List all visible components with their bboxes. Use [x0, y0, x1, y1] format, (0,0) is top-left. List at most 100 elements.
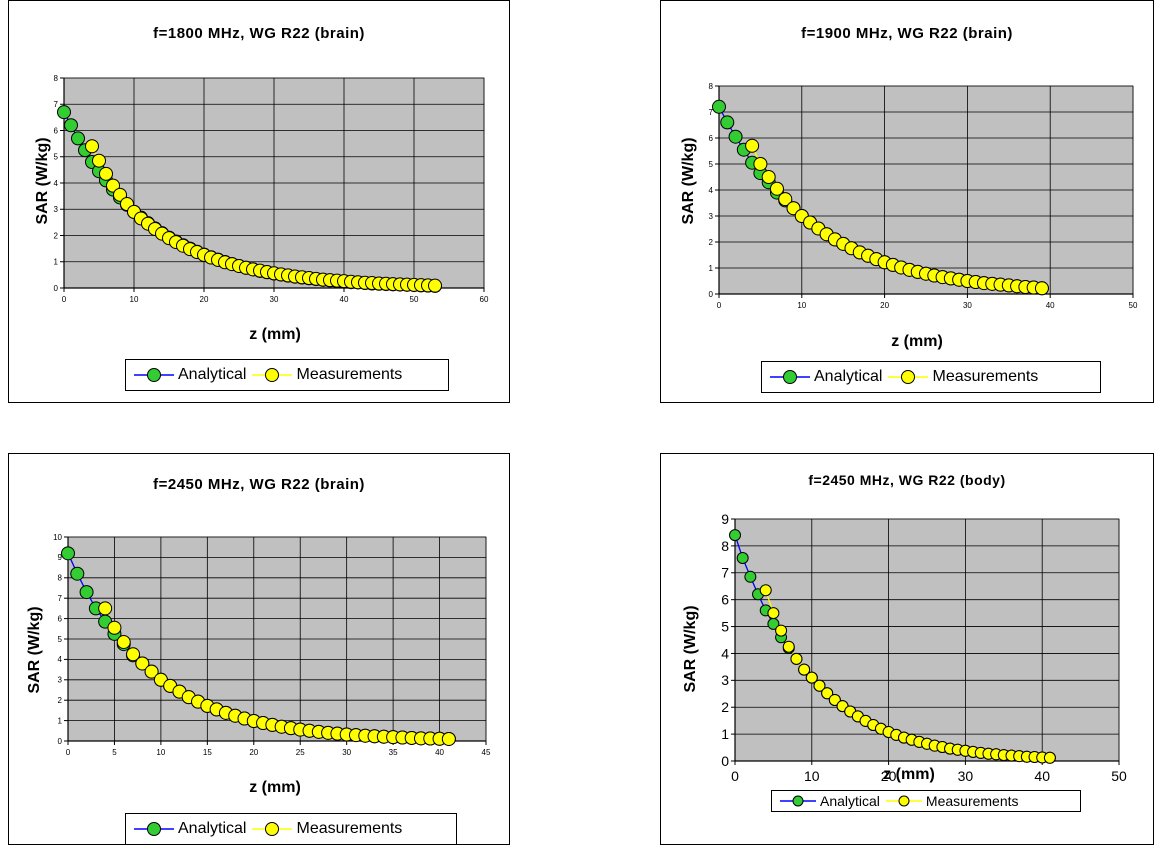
- y-tick-label: 5: [709, 160, 714, 169]
- data-point-measurements: [126, 647, 141, 662]
- data-point-measurements: [428, 278, 442, 293]
- legend-marker-analytical-icon: [780, 795, 816, 807]
- legend-marker-measurements-icon: [885, 795, 922, 807]
- y-tick-label: 7: [709, 108, 714, 117]
- data-point-measurements: [85, 139, 99, 154]
- y-tick-label: 0: [709, 290, 714, 299]
- data-point-measurements: [790, 652, 803, 665]
- y-tick-label: 7: [58, 594, 63, 603]
- data-point-analytical: [712, 99, 726, 114]
- legend-item-measurements: Measurements: [252, 820, 402, 838]
- data-point-measurements: [798, 663, 811, 676]
- legend-label-analytical: Analytical: [178, 820, 247, 837]
- x-tick-label: 40: [340, 295, 349, 304]
- y-tick-label: 2: [721, 699, 729, 715]
- y-tick-label: 0: [721, 753, 729, 769]
- x-tick-label: 30: [958, 768, 974, 784]
- data-point-measurements: [107, 620, 122, 635]
- chart-title: f=2450 MHz, WG R22 (brain): [153, 476, 365, 493]
- legend-label-measurements: Measurements: [932, 368, 1039, 385]
- x-tick-label: 40: [435, 748, 444, 757]
- plot-area: [734, 518, 1120, 762]
- y-tick-label: 4: [721, 645, 729, 661]
- data-point-measurements: [778, 192, 793, 207]
- y-tick-label: 4: [54, 179, 59, 188]
- x-tick-label: 0: [62, 295, 67, 304]
- x-tick-label: 0: [66, 748, 71, 757]
- legend-item-measurements: Measurements: [252, 366, 402, 384]
- data-point-measurements: [769, 181, 784, 196]
- y-tick-label: 0: [58, 737, 63, 746]
- data-point-analytical: [64, 118, 78, 133]
- y-tick-label: 2: [709, 238, 714, 247]
- chart-panel-2450-body: 0 1 2 3 4 5 6 7 8 9 0 10 20 30 40 50 f=2450 MHz, WG R22…: [660, 453, 1154, 845]
- data-point-measurements: [92, 153, 106, 168]
- legend-item-analytical: Analytical: [770, 368, 882, 386]
- legend-label-measurements: Measurements: [925, 793, 1019, 809]
- x-tick-label: 10: [130, 295, 139, 304]
- x-tick-label: 60: [480, 295, 489, 304]
- legend-item-measurements: Measurements: [888, 368, 1038, 386]
- y-tick-label: 7: [721, 565, 729, 581]
- data-point-measurements: [106, 178, 120, 193]
- data-point-analytical: [736, 551, 749, 564]
- legend-label-analytical: Analytical: [178, 366, 247, 383]
- legend-item-analytical: Analytical: [134, 366, 246, 384]
- legend-item-analytical: Analytical: [780, 793, 880, 809]
- data-point-analytical: [720, 115, 735, 130]
- chart-panel-2450-brain: 0 1 2 3 4 5 6 7 8 9 10 0 5 10 15 20 25 30 35 40 45 f=2450 MH…: [8, 453, 510, 845]
- y-tick-label: 2: [58, 696, 63, 705]
- data-point-measurements: [745, 138, 760, 153]
- data-point-measurements: [441, 731, 456, 746]
- data-point-measurements: [767, 607, 780, 620]
- legend-label-analytical: Analytical: [820, 793, 880, 809]
- y-tick-label: 4: [58, 655, 63, 664]
- legend-marker-measurements-icon: [252, 822, 293, 836]
- chart-legend: Analytical Measurements: [771, 790, 1081, 812]
- data-point-measurements: [805, 671, 818, 684]
- chart-legend: Analytical Measurements: [125, 359, 449, 391]
- y-tick-label: 0: [54, 284, 59, 293]
- data-point-measurements: [782, 640, 795, 653]
- data-point-analytical: [71, 131, 85, 146]
- chart-title: f=1900 MHz, WG R22 (brain): [801, 25, 1013, 42]
- x-tick-label: 35: [389, 748, 398, 757]
- data-point-measurements: [1043, 751, 1056, 764]
- y-tick-label: 5: [58, 635, 63, 644]
- y-axis-label: SAR (W/kg): [682, 605, 699, 693]
- y-tick-label: 5: [54, 153, 59, 162]
- y-tick-label: 6: [709, 134, 714, 143]
- chart-panel-1900-brain: 0 1 2 3 4 5 6 7 8 0 10 20 30 40 50 f=1900 MHz, WG R22 …: [660, 0, 1154, 403]
- legend-label-analytical: Analytical: [814, 368, 883, 385]
- data-point-analytical: [744, 570, 757, 583]
- x-tick-label: 50: [410, 295, 419, 304]
- data-point-measurements: [98, 601, 113, 616]
- y-tick-label: 3: [54, 205, 59, 214]
- chart-title: f=1800 MHz, WG R22 (brain): [153, 25, 365, 42]
- x-axis-label: z (mm): [249, 326, 301, 343]
- legend-marker-analytical-icon: [134, 368, 174, 382]
- data-point-measurements: [113, 187, 127, 202]
- y-axis-label: SAR (W/kg): [34, 137, 51, 225]
- data-point-analytical: [70, 566, 85, 581]
- y-tick-label: 10: [53, 533, 62, 542]
- y-tick-label: 1: [54, 258, 59, 267]
- y-tick-label: 1: [709, 264, 714, 273]
- x-tick-label: 45: [482, 748, 491, 757]
- y-tick-label: 3: [721, 672, 729, 688]
- legend-label-measurements: Measurements: [296, 366, 403, 383]
- x-tick-label: 20: [249, 748, 258, 757]
- y-tick-label: 2: [54, 231, 59, 240]
- y-tick-label: 4: [709, 186, 714, 195]
- x-tick-label: 15: [203, 748, 212, 757]
- x-tick-label: 25: [296, 748, 305, 757]
- x-tick-label: 40: [1046, 301, 1055, 310]
- y-tick-label: 1: [721, 726, 729, 742]
- x-tick-label: 30: [963, 301, 972, 310]
- y-tick-label: 1: [58, 716, 63, 725]
- data-point-measurements: [99, 166, 113, 181]
- data-point-analytical: [728, 129, 743, 144]
- legend-item-measurements: Measurements: [885, 793, 1019, 809]
- legend-label-measurements: Measurements: [296, 820, 403, 837]
